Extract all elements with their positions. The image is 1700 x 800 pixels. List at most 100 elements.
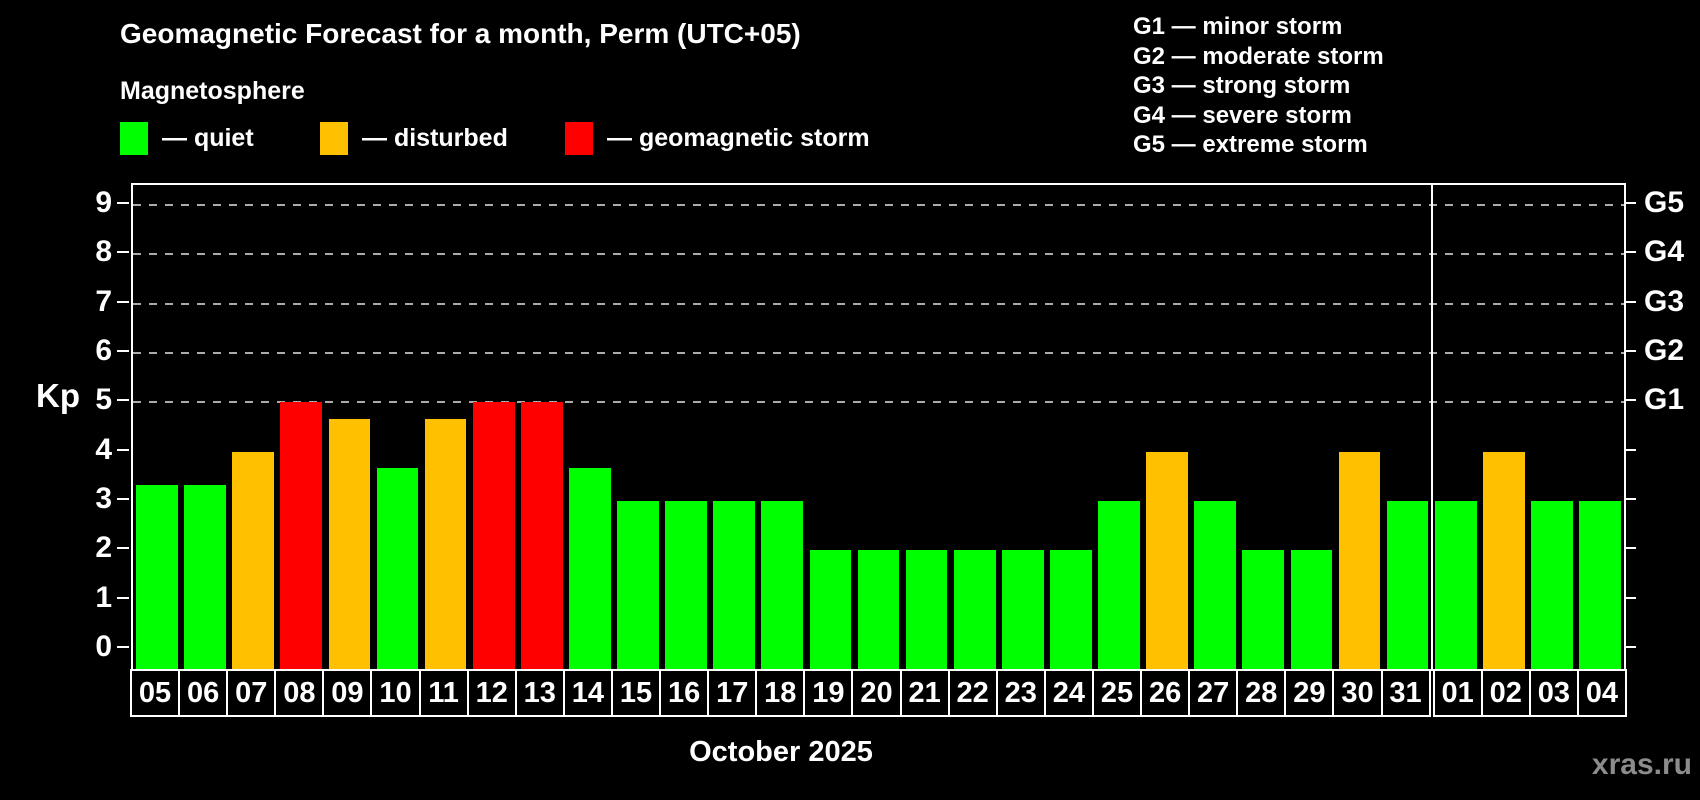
- y-tick-label-2: 2: [95, 531, 112, 565]
- quiet-color-swatch: [120, 121, 148, 155]
- day-label-24: 24: [1043, 669, 1094, 717]
- bar-day-16: [665, 501, 707, 669]
- bar-day-17: [713, 501, 756, 669]
- bar-day-02: [1482, 451, 1525, 669]
- day-label-20: 20: [851, 669, 902, 717]
- storm-color-swatch: [565, 121, 593, 155]
- y-tick-label-8: 8: [95, 235, 112, 269]
- bar-day-05: [136, 484, 178, 669]
- gridline-kp-9: [133, 203, 1624, 206]
- y-tick-label-5: 5: [95, 383, 112, 417]
- bar-day-15: [617, 501, 659, 669]
- bar-day-01: [1434, 501, 1477, 669]
- bar-day-03: [1531, 501, 1573, 669]
- day-label-08: 08: [274, 669, 325, 717]
- y-tick-label-9: 9: [95, 185, 112, 219]
- bar-day-23: [1001, 550, 1044, 669]
- bar-day-19: [809, 550, 852, 669]
- gridline-kp-7: [133, 302, 1624, 305]
- bar-day-12: [472, 402, 515, 669]
- y-tick-label-0: 0: [95, 630, 112, 664]
- g3-legend-line: G3 — strong storm: [1133, 72, 1351, 99]
- g-scale-legend: G1 — minor storm G2 — moderate storm G3 …: [1133, 12, 1384, 160]
- left-tick-0: [117, 646, 129, 649]
- legend-label-disturbed: — disturbed: [362, 123, 508, 152]
- g-label-g4: G4: [1644, 235, 1685, 269]
- day-label-15: 15: [610, 669, 662, 717]
- day-label-07: 07: [226, 669, 277, 717]
- bar-day-28: [1242, 550, 1285, 669]
- y-tick-label-6: 6: [95, 333, 112, 367]
- day-label-21: 21: [899, 669, 950, 717]
- day-label-25: 25: [1091, 669, 1143, 717]
- right-tick-6: [1624, 349, 1636, 352]
- gridline-kp-5: [133, 401, 1624, 404]
- plot-area: [131, 183, 1626, 671]
- left-tick-8: [117, 251, 129, 254]
- left-tick-7: [117, 300, 129, 303]
- g2-legend-line: G2 — moderate storm: [1133, 42, 1384, 70]
- bar-day-24: [1050, 550, 1092, 669]
- bar-day-07: [232, 451, 275, 669]
- day-label-30: 30: [1332, 669, 1383, 717]
- legend-item-storm: — geomagnetic storm: [565, 120, 870, 156]
- left-tick-4: [117, 448, 129, 451]
- bar-day-30: [1338, 451, 1381, 669]
- bar-day-09: [328, 418, 371, 669]
- day-label-03: 03: [1528, 669, 1579, 717]
- day-label-23: 23: [995, 669, 1046, 717]
- bar-day-04: [1579, 501, 1621, 669]
- right-tick-3: [1624, 498, 1636, 501]
- bar-day-10: [376, 468, 419, 669]
- gridline-kp-6: [133, 351, 1624, 354]
- day-label-22: 22: [947, 669, 998, 717]
- left-tick-1: [117, 596, 129, 599]
- day-label-02: 02: [1480, 669, 1531, 717]
- bar-day-31: [1386, 501, 1429, 669]
- chart-title: Geomagnetic Forecast for a month, Perm (…: [120, 18, 801, 49]
- day-label-13: 13: [514, 669, 565, 717]
- day-label-31: 31: [1380, 669, 1431, 717]
- g-label-g3: G3: [1644, 284, 1685, 318]
- legend-item-disturbed: — disturbed: [320, 120, 508, 156]
- bar-day-27: [1194, 501, 1237, 669]
- y-axis-label: Kp: [36, 377, 80, 414]
- day-label-14: 14: [562, 669, 613, 717]
- bar-day-20: [857, 550, 900, 669]
- right-tick-5: [1624, 399, 1636, 402]
- bar-day-18: [761, 501, 804, 669]
- g4-legend-line: G4 — severe storm: [1133, 101, 1352, 129]
- y-tick-label-1: 1: [95, 580, 112, 614]
- day-label-19: 19: [803, 669, 854, 717]
- right-tick-7: [1624, 300, 1636, 303]
- y-tick-label-3: 3: [95, 482, 112, 516]
- bar-day-22: [953, 550, 996, 669]
- day-label-10: 10: [370, 669, 421, 717]
- day-label-09: 09: [322, 669, 373, 717]
- day-label-16: 16: [659, 669, 710, 717]
- magnetosphere-label: Magnetosphere: [120, 77, 305, 105]
- day-label-11: 11: [418, 669, 469, 717]
- legend-label-storm: — geomagnetic storm: [607, 123, 870, 152]
- g-label-g5: G5: [1644, 185, 1685, 219]
- left-tick-3: [117, 498, 129, 501]
- left-tick-2: [117, 547, 129, 550]
- g-label-g2: G2: [1644, 333, 1685, 367]
- gridline-kp-8: [133, 253, 1624, 256]
- left-tick-6: [117, 349, 129, 352]
- right-tick-4: [1624, 448, 1636, 451]
- legend-label-quiet: — quiet: [162, 123, 254, 152]
- right-tick-9: [1624, 201, 1636, 204]
- right-tick-8: [1624, 251, 1636, 254]
- y-tick-label-4: 4: [95, 432, 112, 466]
- left-tick-9: [117, 201, 129, 204]
- day-label-12: 12: [466, 669, 517, 717]
- bar-day-14: [569, 468, 611, 669]
- g5-legend-line: G5 — extreme storm: [1133, 131, 1368, 158]
- y-tick-label-7: 7: [95, 284, 112, 318]
- bar-day-06: [184, 484, 226, 669]
- bar-day-11: [424, 418, 467, 669]
- day-label-17: 17: [707, 669, 758, 717]
- right-tick-2: [1624, 547, 1636, 550]
